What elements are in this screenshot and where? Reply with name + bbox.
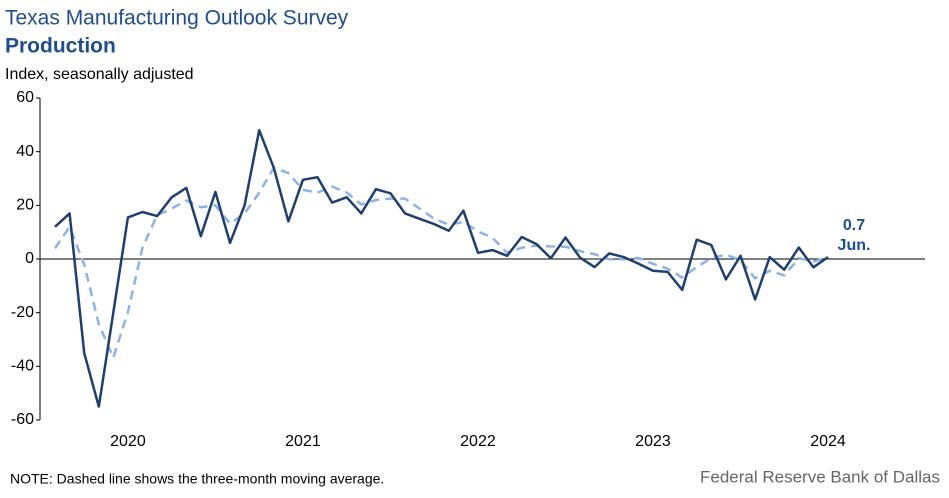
series-line bbox=[53, 166, 829, 359]
y-tick-label: 0 bbox=[25, 250, 34, 267]
x-tick-label: 2023 bbox=[635, 433, 671, 450]
y-tick-label: 20 bbox=[16, 197, 34, 214]
x-tick-label: 2020 bbox=[110, 433, 146, 450]
y-tick-label: 60 bbox=[16, 89, 34, 106]
y-tick-label: -60 bbox=[11, 411, 34, 428]
series-line bbox=[54, 128, 829, 408]
y-tick-label: -20 bbox=[11, 304, 34, 321]
y-tick-label: 40 bbox=[16, 143, 34, 160]
x-tick-label: 2021 bbox=[285, 433, 321, 450]
x-tick-label: 2024 bbox=[810, 433, 846, 450]
x-tick-label: 2022 bbox=[460, 433, 496, 450]
y-tick-label: -40 bbox=[11, 358, 34, 375]
chart-title: Texas Manufacturing Outlook Survey bbox=[5, 7, 349, 30]
y-axis-label: Index, seasonally adjusted bbox=[5, 66, 194, 83]
chart-subtitle: Production bbox=[5, 35, 116, 58]
annotation: Jun. bbox=[838, 237, 871, 254]
value-label: 0.7 bbox=[843, 217, 865, 234]
source: Federal Reserve Bank of Dallas bbox=[700, 467, 940, 486]
note: NOTE: Dashed line shows the three-month … bbox=[10, 471, 384, 487]
